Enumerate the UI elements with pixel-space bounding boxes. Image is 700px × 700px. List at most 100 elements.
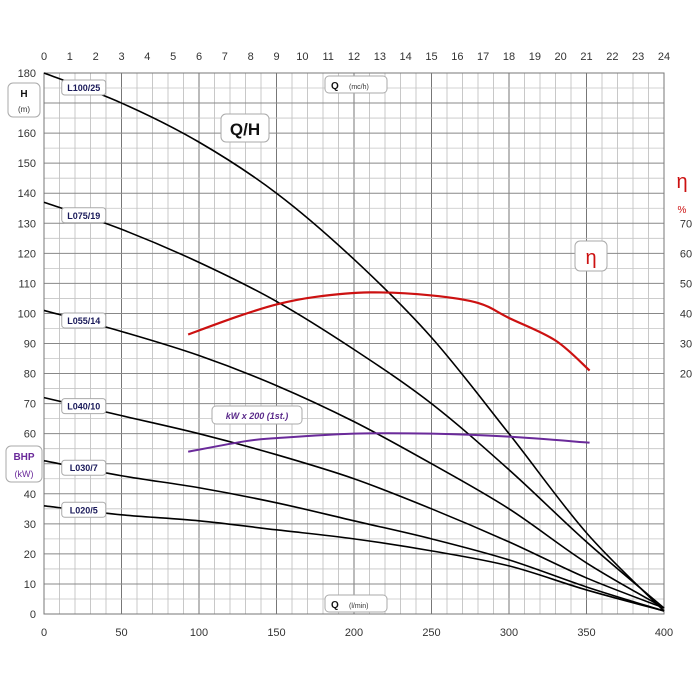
title-box: Q/H <box>220 113 270 143</box>
y-left-tick: 120 <box>18 248 36 260</box>
curve-l100-25 <box>43 72 665 612</box>
x-top-tick: 6 <box>196 51 202 63</box>
x-bottom-tick: 150 <box>267 627 285 639</box>
curve-l055-14 <box>43 309 665 609</box>
y-right-label-unit: % <box>678 205 687 216</box>
x-top-tick: 1 <box>67 51 73 63</box>
x-top-tick: 10 <box>296 51 308 63</box>
power-curve <box>187 432 590 453</box>
x-top-tick: 21 <box>580 51 592 63</box>
curve-l075-19 <box>43 201 665 609</box>
series-labels: L100/25 L075/19 L055/14 L040/10 L030/7 L020/5 <box>61 79 107 518</box>
bhp-label-unit: (kW) <box>15 469 34 479</box>
x-bottom-tick: 100 <box>190 627 208 639</box>
y-left-tick: 10 <box>24 579 36 591</box>
x-top-tick: 8 <box>248 51 254 63</box>
y-right-tick: 50 <box>680 278 692 290</box>
x-top-tick: 14 <box>400 51 412 63</box>
y-right-tick: 70 <box>680 218 692 230</box>
x-top-tick: 15 <box>425 51 437 63</box>
curves <box>43 72 665 612</box>
series-label-box <box>61 312 107 329</box>
y-right-tick: 60 <box>680 248 692 260</box>
x-top-tick: 18 <box>503 51 515 63</box>
power-box: kW x 200 (1st.) <box>211 405 303 425</box>
series-label-box <box>61 501 107 518</box>
x-top-tick: 2 <box>93 51 99 63</box>
chart-title: Q/H <box>230 120 260 139</box>
efficiency-curve <box>187 291 591 372</box>
y-left-tick: 80 <box>24 369 36 381</box>
y-left-tick: 90 <box>24 339 36 351</box>
y-right-tick: 30 <box>680 339 692 351</box>
x-bottom-tick: 400 <box>655 627 673 639</box>
x-top-tick: 17 <box>477 51 489 63</box>
x-bottom-tick: 300 <box>500 627 518 639</box>
plot-border <box>43 72 665 615</box>
bhp-label-main: BHP <box>13 452 34 463</box>
x-bottom-tick: 250 <box>422 627 440 639</box>
y-left-label-unit: (m) <box>18 105 30 114</box>
grid <box>43 72 665 615</box>
series-label: L100/25 <box>67 83 100 93</box>
x-bottom-tick: 200 <box>345 627 363 639</box>
y-left-tick: 110 <box>18 278 36 290</box>
y-left-label: H (m) <box>7 82 41 118</box>
series-label: L030/7 <box>70 463 98 473</box>
series-label: L055/14 <box>67 316 100 326</box>
x-bottom-label-main: Q <box>331 600 339 611</box>
series-label-box <box>61 207 107 224</box>
y-right-label: η % <box>676 171 687 216</box>
x-top-tick: 7 <box>222 51 228 63</box>
x-top-tick: 24 <box>658 51 670 63</box>
y-left-tick: 70 <box>24 399 36 411</box>
y-right-tick: 40 <box>680 308 692 320</box>
series-label: L075/19 <box>67 211 100 221</box>
x-top-tick: 3 <box>118 51 124 63</box>
curve-l040-10 <box>43 396 665 609</box>
y-left-tick: 180 <box>18 68 36 80</box>
efficiency-box: η <box>574 240 608 272</box>
x-top-tick: 5 <box>170 51 176 63</box>
y-left-tick: 100 <box>18 308 36 320</box>
y-left-tick: 130 <box>18 218 36 230</box>
series-label-box <box>61 398 107 415</box>
y-left-tick: 150 <box>18 158 36 170</box>
x-bottom-tick: 50 <box>115 627 127 639</box>
x-top-label-unit: (mc/h) <box>349 84 369 91</box>
y-right-tick: 20 <box>680 369 692 381</box>
y-left-tick: 60 <box>24 429 36 441</box>
y-right-label-main: η <box>676 171 687 193</box>
y-left-tick: 160 <box>18 128 36 140</box>
y-left-tick: 30 <box>24 519 36 531</box>
x-top-tick: 20 <box>555 51 567 63</box>
x-top-tick: 19 <box>529 51 541 63</box>
x-bottom-tick: 350 <box>577 627 595 639</box>
curve-l030-7 <box>43 459 665 612</box>
x-bottom-label-unit: (l/min) <box>349 603 368 610</box>
y-left-tick: 0 <box>30 609 36 621</box>
curve-l020-5 <box>43 505 665 612</box>
efficiency-label: η <box>585 247 596 269</box>
x-top-tick: 4 <box>144 51 150 63</box>
x-top-label: Q (mc/h) <box>324 75 388 94</box>
y-left-label-main: H <box>20 89 27 100</box>
y-left-tick: 40 <box>24 489 36 501</box>
x-top-label-main: Q <box>331 81 339 92</box>
x-top-tick: 13 <box>374 51 386 63</box>
x-bottom-label: Q (l/min) <box>324 594 388 613</box>
y-bhp-label: BHP (kW) <box>5 445 43 483</box>
x-top-tick: 12 <box>348 51 360 63</box>
x-top-tick: 9 <box>273 51 279 63</box>
x-top-tick: 16 <box>451 51 463 63</box>
y-left-tick: 20 <box>24 549 36 561</box>
x-top-tick: 0 <box>41 51 47 63</box>
series-label-box <box>61 459 107 476</box>
x-top-tick: 11 <box>322 51 333 63</box>
y-left-tick: 140 <box>18 188 36 200</box>
x-top-tick: 22 <box>606 51 618 63</box>
x-bottom-tick: 0 <box>41 627 47 639</box>
power-label: kW x 200 (1st.) <box>226 411 289 421</box>
